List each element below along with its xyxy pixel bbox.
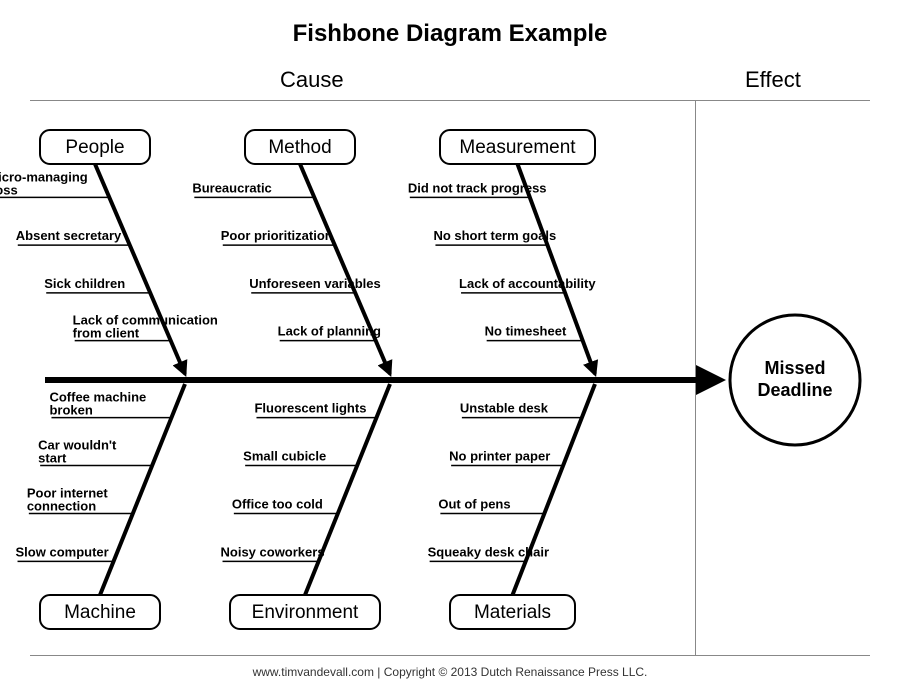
cause-label: Poor prioritization (221, 228, 333, 243)
cause-label: Fluorescent lights (254, 401, 366, 416)
bone-people (95, 164, 185, 374)
diagram-title: Fishbone Diagram Example (0, 20, 900, 48)
cause-label: No timesheet (485, 324, 567, 339)
cause-label: Slow computer (16, 544, 109, 559)
cause-label: start (38, 451, 67, 466)
cause-label: connection (27, 498, 96, 513)
bottom-divider (30, 655, 870, 656)
bone-method (300, 164, 390, 374)
cause-label: Sick children (44, 276, 125, 291)
bone-materials (513, 384, 596, 595)
effect-text-2: Deadline (757, 380, 832, 400)
cause-label: Out of pens (438, 496, 510, 511)
category-label: Environment (252, 602, 359, 623)
category-label: Machine (64, 602, 136, 623)
cause-label: Unstable desk (460, 401, 549, 416)
cause-label: boss (0, 182, 18, 197)
cause-label: Squeaky desk chair (428, 544, 549, 559)
cause-label: from client (73, 326, 140, 341)
effect-heading: Effect (745, 67, 801, 93)
category-label: Measurement (459, 137, 576, 158)
category-label: Materials (474, 602, 551, 623)
cause-label: No printer paper (449, 449, 550, 464)
footer-text: www.timvandevall.com | Copyright © 2013 … (0, 665, 900, 679)
bone-measurement (518, 164, 596, 374)
cause-label: No short term goals (433, 228, 556, 243)
cause-label: Office too cold (232, 496, 323, 511)
cause-label: Unforeseen variables (249, 276, 381, 291)
effect-text-1: Missed (764, 358, 825, 378)
category-label: Method (268, 137, 331, 158)
category-label: People (65, 137, 124, 158)
cause-label: Did not track progress (408, 180, 547, 195)
cause-label: broken (49, 403, 92, 418)
bone-environment (305, 384, 390, 595)
cause-label: Lack of accountability (459, 276, 596, 291)
cause-label: Absent secretary (16, 228, 122, 243)
cause-label: Noisy coworkers (221, 544, 325, 559)
cause-heading: Cause (280, 67, 344, 93)
fishbone-diagram: MissedDeadlineMicro-managingbossAbsent s… (0, 100, 900, 655)
cause-label: Small cubicle (243, 449, 326, 464)
cause-label: Bureaucratic (192, 180, 271, 195)
cause-label: Lack of planning (278, 324, 381, 339)
bone-machine (100, 384, 185, 595)
